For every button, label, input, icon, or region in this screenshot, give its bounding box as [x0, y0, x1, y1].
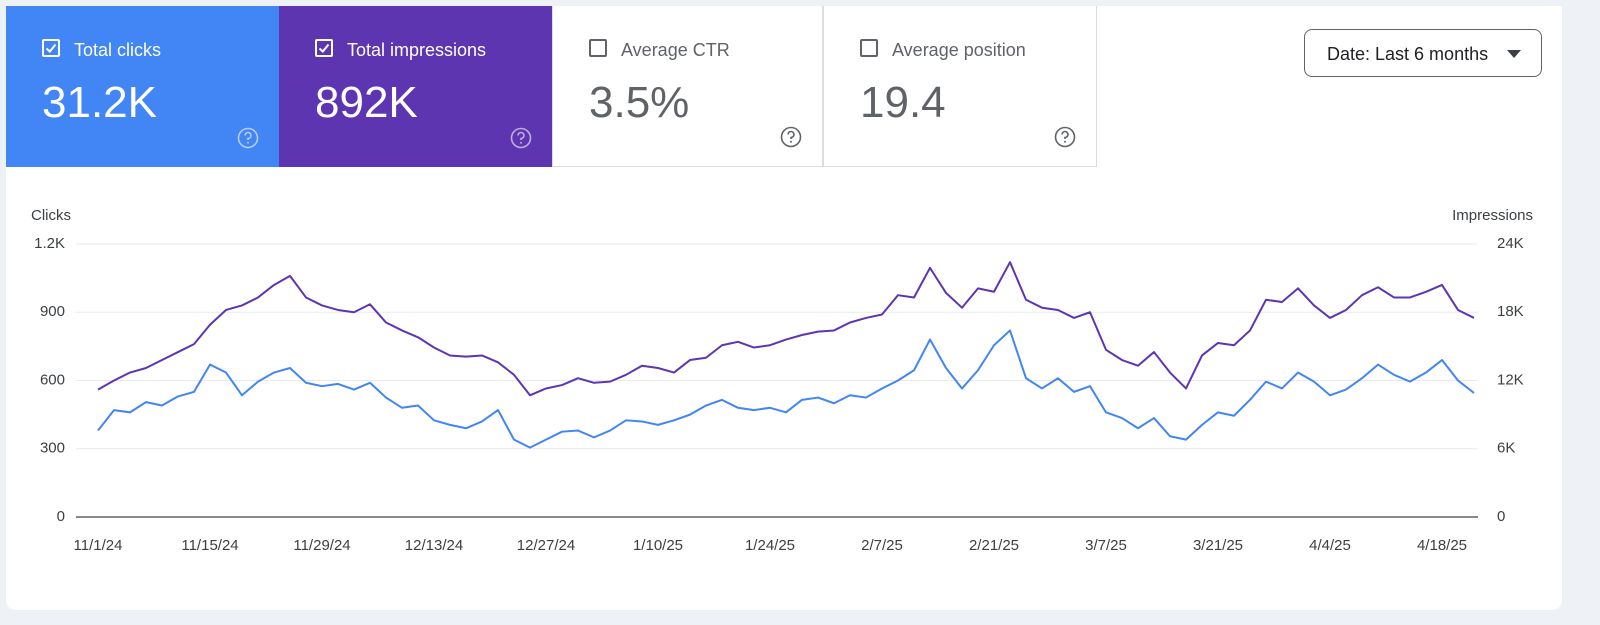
metric-card[interactable]: Average position 19.4	[823, 6, 1097, 167]
y2-tick-label: 6K	[1497, 440, 1515, 457]
series-line	[97, 329, 1475, 449]
dropdown-arrow	[1507, 50, 1521, 58]
checkbox	[860, 39, 878, 57]
metric-value: 31.2K	[42, 78, 157, 127]
y2-tick-label: 24K	[1497, 235, 1524, 252]
x-tick-label: 2/21/25	[969, 537, 1019, 554]
help-glyph	[237, 127, 259, 149]
date-filter-button[interactable]: Date: Last 6 months	[1304, 29, 1542, 77]
x-tick-label: 11/1/24	[74, 537, 123, 554]
metric-label: Average CTR	[621, 40, 730, 60]
x-tick-label: 11/15/24	[181, 537, 238, 554]
help-glyph	[780, 126, 802, 148]
help-icon	[1054, 126, 1076, 148]
checkbox	[315, 39, 333, 57]
x-tick-label: 4/18/25	[1417, 537, 1467, 554]
x-tick-label: 12/27/24	[517, 537, 575, 554]
x-tick-label: 11/29/24	[293, 537, 350, 554]
metric-label: Average position	[892, 40, 1026, 60]
metric-label: Total clicks	[74, 40, 162, 60]
checkbox	[42, 39, 60, 57]
y-tick-label: 1.2K	[34, 235, 65, 252]
y-tick-label: 600	[40, 371, 65, 388]
y2-axis-title: Impressions	[1452, 207, 1533, 224]
metric-label: Total impressions	[347, 40, 487, 60]
x-tick-label: 1/10/25	[633, 537, 683, 554]
y2-tick-label: 0	[1497, 508, 1505, 525]
checkbox	[589, 39, 607, 57]
x-tick-label: 3/21/25	[1193, 537, 1243, 554]
check-mark	[318, 43, 330, 53]
y-tick-label: 900	[40, 303, 65, 320]
x-tick-label: 4/4/25	[1309, 537, 1351, 554]
metric-card[interactable]: Average CTR 3.5%	[552, 6, 823, 167]
x-tick-label: 2/7/25	[861, 537, 903, 554]
help-icon	[780, 126, 802, 148]
help-glyph	[1054, 126, 1076, 148]
metric-card[interactable]: Total clicks 31.2K	[6, 6, 279, 167]
y-axis-title: Clicks	[31, 207, 71, 224]
series-line	[97, 261, 1475, 397]
metric-value: 3.5%	[589, 78, 690, 127]
help-icon	[237, 127, 259, 149]
help-glyph	[510, 127, 532, 149]
metric-card[interactable]: Total impressions 892K	[279, 6, 552, 167]
x-tick-label: 3/7/25	[1085, 537, 1127, 554]
chart: Clicks Impressions 0 300 600 900 1.2K 0 6K 12K 1…	[31, 207, 1533, 554]
metric-value: 19.4	[860, 78, 946, 127]
metric-value: 892K	[315, 78, 418, 127]
x-tick-label: 12/13/24	[405, 537, 463, 554]
y-tick-label: 300	[40, 440, 65, 457]
y-tick-label: 0	[57, 508, 65, 525]
check-mark	[45, 43, 57, 53]
y2-tick-label: 12K	[1497, 371, 1524, 388]
x-tick-label: 1/24/25	[745, 537, 795, 554]
performance-panel: Clicks Impressions 0 300 600 900 1.2K 0 6K 12K 1…	[6, 6, 1562, 610]
help-icon	[510, 127, 532, 149]
date-filter-label: Date: Last 6 months	[1327, 44, 1489, 64]
y2-tick-label: 18K	[1497, 303, 1524, 320]
